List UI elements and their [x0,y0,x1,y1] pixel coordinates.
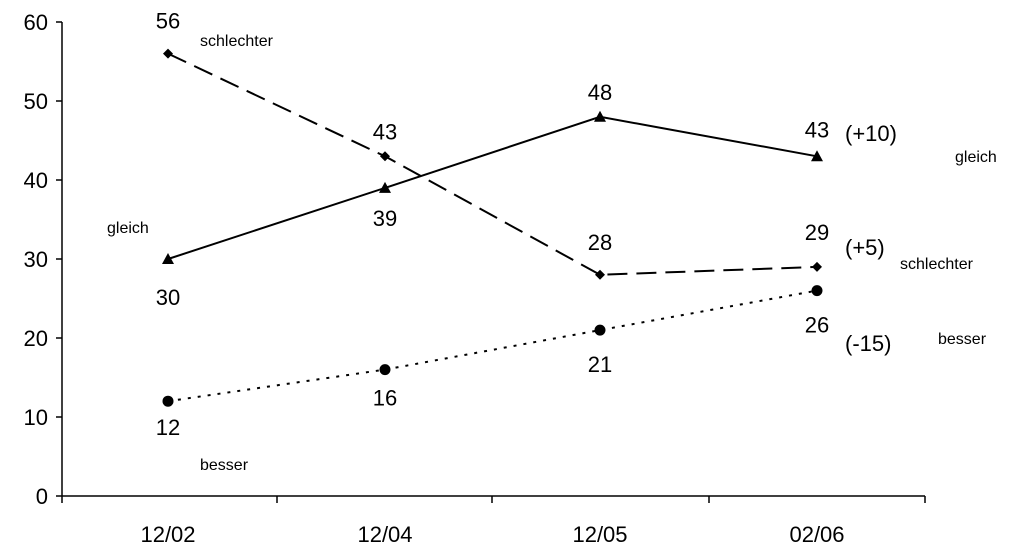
y-tick-label-60: 60 [24,10,48,35]
y-ticks: 0 10 20 30 40 50 60 [24,10,62,509]
data-label-schlechter-3: 29 [805,220,829,245]
x-tick-label-12-02: 12/02 [140,522,195,547]
series-layer [162,48,823,407]
data-label-besser-0: 12 [156,415,180,440]
marker-schlechter-1 [380,151,390,162]
data-label-besser-2: 21 [588,352,612,377]
data-label-schlechter-0: 56 [156,9,180,34]
data-label-gleich-3: 43 [805,117,829,142]
marker-besser-1 [379,364,391,376]
data-label-gleich-2: 48 [588,80,612,105]
series-schlechter [163,48,822,280]
y-tick-label-40: 40 [24,168,48,193]
marker-gleich-3 [811,150,823,162]
marker-gleich-0 [162,253,174,264]
data-label-besser-1: 16 [373,386,397,411]
series-label-start-gleich: gleich [107,220,149,237]
data-label-gleich-1: 39 [373,206,397,231]
data-label-gleich-0: 30 [156,285,180,310]
marker-gleich-1 [379,181,391,193]
series-label-end-besser: besser [938,331,987,348]
change-label-besser: (-15) [845,331,891,356]
series-line-schlechter [167,52,818,276]
y-tick-label-20: 20 [24,326,48,351]
marker-schlechter-3 [812,261,822,272]
change-label-schlechter: (+5) [845,235,885,260]
series-line-gleich [167,115,818,260]
marker-schlechter-0 [163,48,173,59]
y-tick-label-0: 0 [36,484,48,509]
series-besser [162,285,823,407]
x-tick-label-12-04: 12/04 [357,522,412,547]
series-gleich [162,110,823,264]
axes: 0 10 20 30 40 50 60 12/02 12/04 12/05 02/06 [24,10,926,547]
y-tick-label-30: 30 [24,247,48,272]
labels-layer: 56 43 28 29 schlechter schlechter (+5) 30 39 48 43… [107,9,997,474]
series-label-start-besser: besser [200,457,249,474]
data-label-besser-3: 26 [805,313,829,338]
x-ticks: 12/02 12/04 12/05 02/06 [61,496,926,547]
series-label-start-schlechter: schlechter [200,33,274,50]
marker-besser-0 [162,395,174,407]
series-line-besser [167,289,818,403]
x-tick-label-12-05: 12/05 [572,522,627,547]
series-label-end-schlechter: schlechter [900,256,974,273]
data-label-schlechter-2: 28 [588,230,612,255]
x-tick-label-02-06: 02/06 [789,522,844,547]
y-tick-label-50: 50 [24,89,48,114]
data-label-schlechter-1: 43 [373,119,397,144]
series-label-end-gleich: gleich [955,149,997,166]
marker-schlechter-2 [595,269,605,280]
y-tick-label-10: 10 [24,405,48,430]
change-label-gleich: (+10) [845,121,897,146]
marker-besser-3 [811,285,823,297]
marker-besser-2 [594,324,606,336]
marker-gleich-2 [594,110,606,122]
